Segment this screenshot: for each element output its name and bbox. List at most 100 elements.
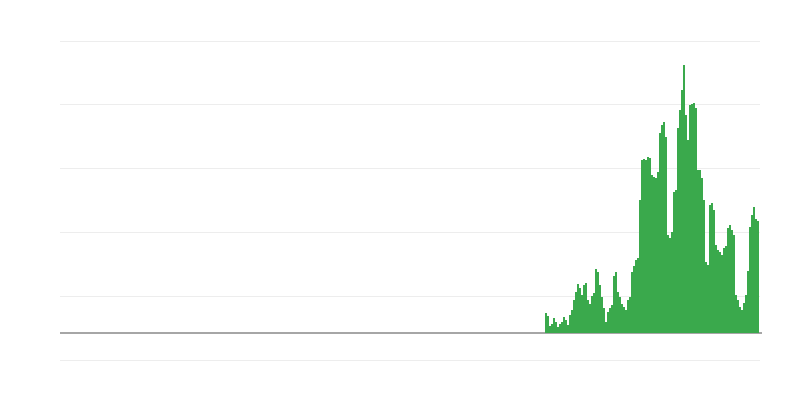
- bar: [737, 300, 739, 333]
- bar: [683, 65, 685, 333]
- bar: [595, 269, 597, 333]
- bar: [551, 324, 553, 333]
- bar: [757, 221, 759, 333]
- bar: [697, 170, 699, 333]
- bar: [615, 272, 617, 333]
- bar: [709, 205, 711, 333]
- bar: [643, 159, 645, 333]
- bar: [627, 300, 629, 333]
- gridline: [60, 41, 760, 42]
- bar: [649, 158, 651, 333]
- bar: [735, 295, 737, 333]
- bar: [699, 170, 701, 333]
- bar: [629, 297, 631, 333]
- bar: [641, 160, 643, 333]
- bar: [557, 327, 559, 333]
- bar: [685, 115, 687, 333]
- bar: [611, 305, 613, 333]
- bar: [705, 262, 707, 333]
- bar: [669, 238, 671, 333]
- bar: [623, 307, 625, 333]
- bar: [653, 177, 655, 333]
- bar: [647, 157, 649, 333]
- bar: [559, 324, 561, 333]
- bar: [607, 312, 609, 333]
- bar: [719, 252, 721, 333]
- bar: [553, 318, 555, 333]
- bar: [573, 300, 575, 333]
- bar: [549, 326, 551, 333]
- bar: [755, 219, 757, 333]
- bar: [635, 260, 637, 333]
- bar: [567, 325, 569, 333]
- bar: [597, 272, 599, 333]
- bar: [753, 207, 755, 333]
- bar: [673, 192, 675, 333]
- bar: [547, 316, 549, 333]
- bar: [659, 133, 661, 333]
- bar: [569, 315, 571, 333]
- bar: [651, 175, 653, 333]
- bar: [695, 108, 697, 333]
- bar: [739, 307, 741, 333]
- gridline: [60, 104, 760, 105]
- bar: [609, 308, 611, 333]
- bar: [715, 245, 717, 333]
- bar: [663, 122, 665, 333]
- bar: [565, 320, 567, 333]
- bar: [633, 266, 635, 333]
- bar: [591, 296, 593, 333]
- bar: [581, 295, 583, 333]
- gridline: [60, 360, 760, 361]
- bar: [741, 310, 743, 333]
- bar: [743, 303, 745, 333]
- bar: [747, 271, 749, 333]
- bar: [689, 105, 691, 333]
- bar: [631, 272, 633, 333]
- bar: [711, 203, 713, 333]
- bar: [661, 125, 663, 333]
- bar: [571, 310, 573, 333]
- bar: [603, 308, 605, 333]
- bar: [555, 322, 557, 333]
- bar: [587, 300, 589, 333]
- bar: [655, 178, 657, 333]
- bar: [749, 227, 751, 333]
- bar: [545, 313, 547, 333]
- bar: [563, 317, 565, 333]
- bar: [605, 322, 607, 333]
- bar: [671, 232, 673, 333]
- bar: [601, 297, 603, 333]
- bar: [691, 104, 693, 333]
- bar: [713, 210, 715, 333]
- gridline: [60, 168, 760, 169]
- bar: [665, 137, 667, 333]
- bar: [745, 295, 747, 333]
- bar: [593, 293, 595, 333]
- bar: [751, 215, 753, 333]
- bar: [681, 90, 683, 333]
- bar: [599, 285, 601, 333]
- bar: [579, 288, 581, 333]
- bar: [677, 128, 679, 333]
- bar: [675, 190, 677, 333]
- gridline: [60, 232, 760, 233]
- bar: [639, 200, 641, 333]
- bar: [687, 140, 689, 333]
- bar: [707, 265, 709, 333]
- bar: [733, 235, 735, 333]
- bar: [561, 322, 563, 333]
- bar: [725, 246, 727, 333]
- bar: [637, 258, 639, 333]
- bar: [693, 103, 695, 333]
- bar: [729, 225, 731, 333]
- bar: [723, 248, 725, 333]
- bar: [657, 172, 659, 333]
- bar: [625, 310, 627, 333]
- bar: [645, 160, 647, 333]
- bar: [727, 228, 729, 333]
- bar: [617, 292, 619, 333]
- bar: [589, 304, 591, 333]
- bar: [619, 297, 621, 333]
